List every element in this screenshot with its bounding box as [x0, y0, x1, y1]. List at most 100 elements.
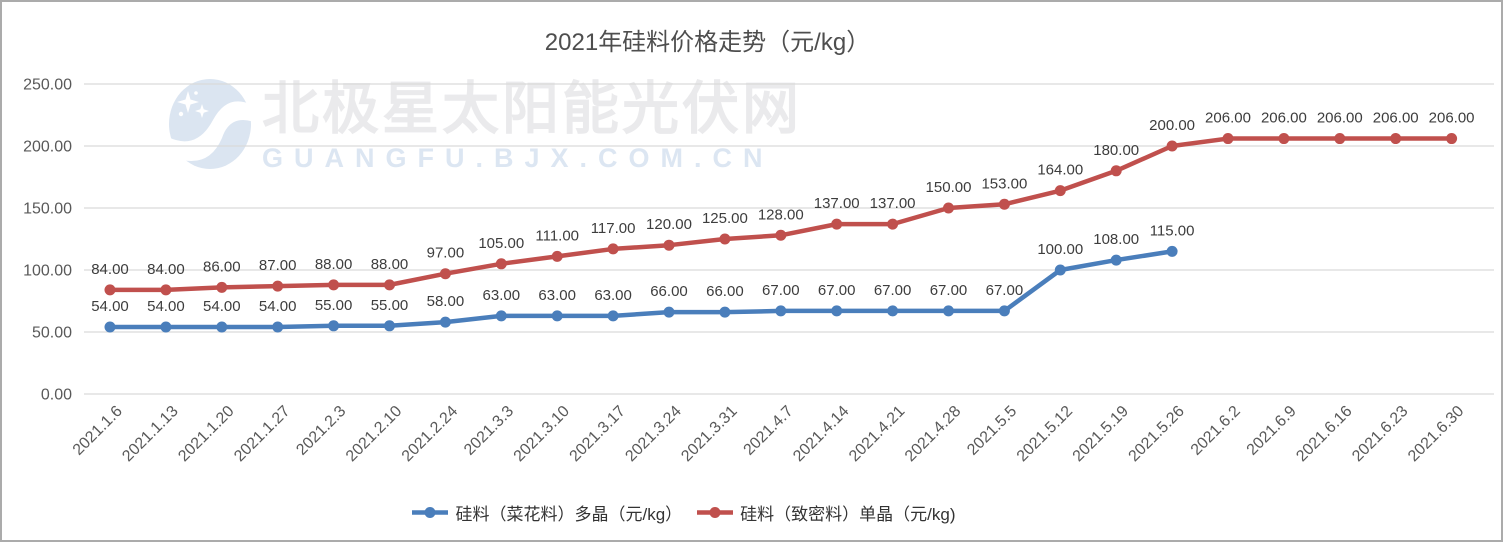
data-point-label: 63.00 [594, 287, 632, 304]
data-point-marker [943, 202, 954, 214]
data-point-label: 100.00 [1037, 241, 1083, 258]
data-point-marker [328, 320, 340, 332]
data-point-marker [831, 218, 843, 230]
legend-item-monosilicon-dense: 硅料（致密料）单晶（元/kg) [696, 500, 956, 525]
data-point-label: 105.00 [478, 235, 524, 252]
legend-marker-red-icon [697, 507, 734, 518]
data-point-label: 125.00 [702, 210, 748, 227]
y-axis-tick-label: 250.00 [23, 77, 72, 94]
data-point-label: 55.00 [315, 297, 353, 314]
data-point-label: 206.00 [1429, 110, 1475, 127]
data-point-marker [551, 310, 563, 322]
data-point-marker [1334, 133, 1346, 145]
data-point-label: 206.00 [1261, 110, 1307, 127]
x-axis-tick-label: 2021.2.3 [293, 403, 349, 459]
x-axis-tick-label: 2021.4.28 [902, 403, 964, 465]
y-axis-tick-label: 100.00 [23, 263, 72, 280]
data-point-label: 54.00 [91, 298, 129, 315]
data-point-label: 58.00 [427, 293, 465, 310]
data-point-marker [607, 243, 619, 255]
data-point-label: 206.00 [1317, 110, 1363, 127]
data-point-label: 88.00 [315, 256, 353, 273]
data-point-label: 88.00 [371, 256, 409, 273]
data-point-label: 164.00 [1037, 162, 1083, 179]
x-axis-tick-label: 2021.1.6 [70, 403, 126, 459]
data-point-label: 67.00 [930, 282, 968, 299]
x-axis-tick-label: 2021.6.16 [1293, 403, 1355, 465]
legend-label-monosilicon-dense: 硅料（致密料）单晶（元/kg) [740, 505, 956, 524]
data-point-marker [831, 305, 843, 317]
x-axis-tick-label: 2021.1.20 [175, 403, 237, 465]
data-point-label: 63.00 [483, 287, 521, 304]
data-point-marker [1054, 264, 1066, 276]
data-point-marker [998, 305, 1010, 317]
data-point-label: 67.00 [874, 282, 912, 299]
data-point-marker [1166, 140, 1178, 152]
x-axis-tick-label: 2021.6.2 [1188, 403, 1244, 459]
x-axis-tick-label: 2021.1.27 [231, 403, 293, 465]
x-axis-tick-label: 2021.6.30 [1405, 403, 1467, 465]
data-point-label: 200.00 [1149, 117, 1195, 134]
data-point-marker [272, 280, 284, 292]
x-axis-tick-label: 2021.5.12 [1014, 403, 1076, 465]
data-point-label: 67.00 [986, 282, 1024, 299]
data-point-marker [216, 281, 228, 293]
chart-title: 2021年硅料价格走势（元/kg） [544, 29, 871, 56]
data-point-label: 115.00 [1150, 222, 1195, 239]
legend-marker-blue-icon [412, 507, 449, 518]
data-point-marker [160, 284, 172, 296]
data-point-label: 54.00 [147, 298, 185, 315]
data-point-marker [1054, 185, 1066, 197]
data-point-label: 84.00 [91, 261, 129, 278]
data-point-label: 117.00 [591, 220, 636, 237]
data-point-label: 86.00 [203, 258, 241, 275]
data-point-marker [607, 310, 619, 322]
price-trend-line-chart: 0.00 50.00 100.00 150.00 200.00 250.00 2021.1.… [23, 77, 1494, 465]
data-point-label: 66.00 [650, 283, 688, 300]
data-point-label: 63.00 [538, 287, 576, 304]
y-axis-tick-label: 50.00 [32, 325, 72, 342]
data-point-marker [160, 321, 172, 333]
x-axis-tick-label: 2021.4.21 [846, 403, 908, 465]
x-axis-tick-label: 2021.1.13 [119, 403, 181, 465]
data-point-marker [384, 320, 395, 332]
data-point-marker [887, 218, 899, 230]
data-point-label: 97.00 [427, 245, 465, 262]
data-point-label: 87.00 [259, 257, 297, 274]
x-axis-tick-label: 2021.3.10 [511, 403, 573, 465]
data-point-marker [1222, 133, 1234, 145]
y-axis-tick-label: 150.00 [23, 201, 72, 218]
data-point-marker [887, 305, 899, 317]
data-point-marker [495, 310, 507, 322]
data-point-label: 120.00 [646, 216, 692, 233]
data-point-marker [104, 321, 116, 333]
data-point-marker [719, 233, 731, 245]
data-point-marker [216, 321, 228, 333]
data-point-label: 153.00 [981, 175, 1027, 192]
data-point-label: 67.00 [762, 282, 800, 299]
data-point-marker [1390, 133, 1402, 145]
x-axis-tick-label: 2021.3.17 [567, 403, 629, 465]
x-axis-tick-label: 2021.4.14 [790, 403, 852, 465]
watermark-text-url: GUANGFU.BJX.COM.CN [262, 142, 774, 173]
data-point-label: 128.00 [758, 206, 804, 223]
data-point-marker [663, 239, 675, 251]
x-axis-tick-label: 2021.4.7 [741, 403, 797, 459]
data-point-label: 54.00 [259, 298, 297, 315]
watermark-text-cn: 北极星太阳能光伏网 [262, 77, 802, 141]
x-axis-tick-label: 2021.2.10 [343, 403, 405, 465]
data-point-marker [1446, 133, 1458, 145]
data-point-marker [104, 284, 116, 296]
x-axis-tick-label: 2021.3.3 [461, 403, 517, 459]
data-point-label: 150.00 [926, 179, 972, 196]
data-point-marker [1166, 245, 1178, 257]
x-axis-tick-label: 2021.5.19 [1070, 403, 1132, 465]
x-axis-tick-label: 2021.3.31 [678, 403, 740, 465]
data-point-marker [551, 250, 563, 262]
data-point-marker [384, 279, 395, 291]
data-point-label: 84.00 [147, 261, 185, 278]
y-axis-tick-label: 0.00 [41, 387, 72, 404]
data-point-marker [1110, 165, 1122, 177]
data-point-label: 137.00 [870, 195, 916, 212]
